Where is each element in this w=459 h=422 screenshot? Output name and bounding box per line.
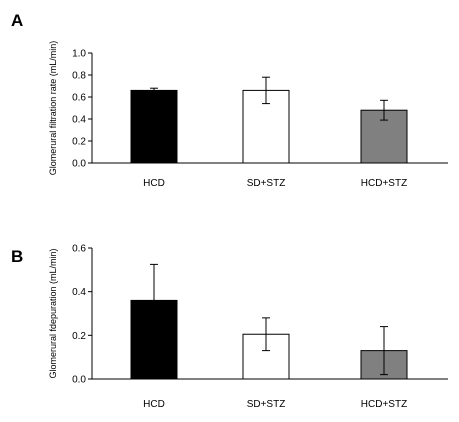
y-tick-label: 0.0 <box>72 375 86 386</box>
category-label: HCD <box>143 399 165 410</box>
y-tick-label: 0.6 <box>72 244 86 255</box>
y-axis-title: Glomerural fdepuration (mL/min) <box>48 248 58 378</box>
bar-hcd <box>130 89 178 164</box>
y-axis-title: Glomerural filtration rate (mL/min) <box>48 41 58 176</box>
panel-letter: B <box>11 247 23 266</box>
category-label: HCD <box>143 178 165 189</box>
y-tick-label: 0.4 <box>72 287 86 298</box>
y-tick-label: 0.8 <box>72 71 86 82</box>
y-tick-label: 0.2 <box>72 137 86 148</box>
chart-panel-a: A 0.0 0.2 0.4 0.6 0.8 1.0 Glomerural filtration… <box>11 11 448 189</box>
category-label: HCD+STZ <box>361 399 407 410</box>
y-tick-label: 0.0 <box>72 159 86 170</box>
category-label: HCD+STZ <box>361 178 407 189</box>
category-label: SD+STZ <box>247 399 286 410</box>
y-tick-label: 1.0 <box>72 49 86 60</box>
y-tick-label: 0.2 <box>72 331 86 342</box>
y-tick-label: 0.6 <box>72 93 86 104</box>
panel-letter: A <box>11 11 23 30</box>
category-label: SD+STZ <box>247 178 286 189</box>
y-tick-label: 0.4 <box>72 115 86 126</box>
chart-panel-b: B 0.0 0.2 0.4 0.6 Glomerural fdepuration (mL/… <box>11 244 448 410</box>
